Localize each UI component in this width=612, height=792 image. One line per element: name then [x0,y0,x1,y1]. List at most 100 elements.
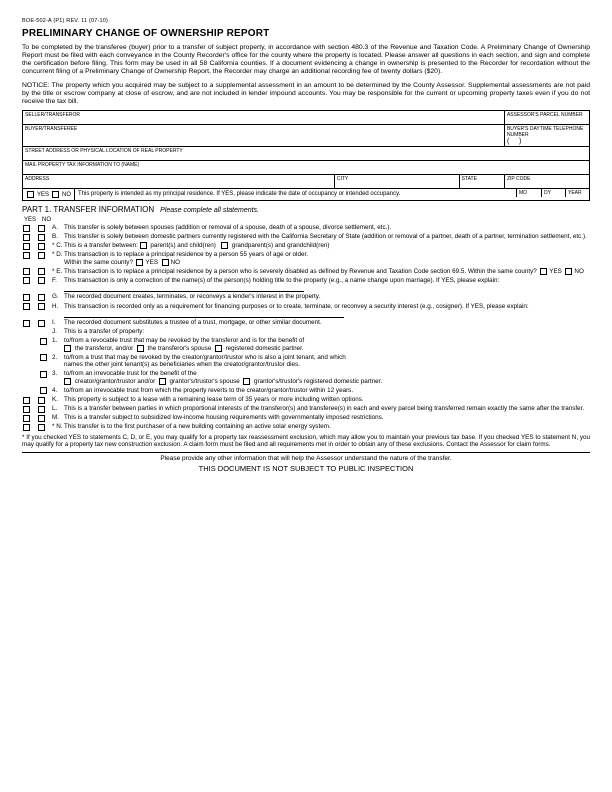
j3-c-cb[interactable] [243,378,250,385]
letter-j: J. [52,328,64,336]
item-g: G.The recorded document creates, termina… [22,293,590,301]
text-j4: to/from an irrevocable trust from which … [64,387,590,395]
h-yes[interactable] [23,303,30,310]
l-yes[interactable] [23,406,30,413]
c-no[interactable] [38,243,45,250]
h-no[interactable] [38,303,45,310]
phone-paren: ( ) [507,138,521,145]
n-no[interactable] [38,424,45,431]
l-no[interactable] [38,406,45,413]
state-label: STATE [462,176,502,182]
text-l: This is a transfer between parties in wh… [64,405,590,413]
footer-bold: THIS DOCUMENT IS NOT SUBJECT TO PUBLIC I… [22,464,590,473]
item-j1: 1.to/from a revocable trust that may be … [22,337,590,352]
num-j1: 1. [52,337,64,345]
item-j3: 3.to/from an irrevocable trust for the b… [22,370,590,385]
star-note: * If you checked YES to statements C, D,… [22,434,590,448]
f-no[interactable] [38,277,45,284]
k-yes[interactable] [23,397,30,404]
j4-cb[interactable] [40,387,47,394]
j2-cb[interactable] [40,354,47,361]
d-no[interactable] [38,252,45,259]
a-yes[interactable] [23,225,30,232]
m-no[interactable] [38,415,45,422]
b-no[interactable] [38,234,45,241]
footer-line: Please provide any other information tha… [22,452,590,462]
item-j2: 2.to/from a trust that may be revoked by… [22,354,590,369]
g-yes[interactable] [23,294,30,301]
e-same-no[interactable] [565,268,572,275]
notice-paragraph: NOTICE: The property which you acquired … [22,82,590,106]
d-yes[interactable] [23,252,30,259]
d-same-yes[interactable] [136,259,143,266]
f-line[interactable] [64,291,304,292]
mail-label: MAIL PROPERTY TAX INFORMATION TO (NAME) [25,162,587,168]
a-no[interactable] [38,225,45,232]
yes-label: YES [37,192,49,198]
text-j3: to/from an irrevocable trust for the ben… [64,370,590,385]
item-b: B.This transfer is solely between domest… [22,233,590,241]
address-label: ADDRESS [25,176,332,182]
j1-a-cb[interactable] [64,345,71,352]
item-i: I.The recorded document substitutes a tr… [22,319,590,327]
text-d: This transaction is to replace a princip… [64,251,590,266]
num-j3: 3. [52,370,64,378]
i-yes[interactable] [23,320,30,327]
yn-header: YESNO [24,217,590,223]
zip-label: ZIP CODE [507,176,587,182]
item-j4: 4.to/from an irrevocable trust from whic… [22,387,590,395]
text-b: This transfer is solely between domestic… [64,233,590,241]
j3-cb[interactable] [40,371,47,378]
item-h: H.This transaction is recorded only as a… [22,303,590,318]
g-no[interactable] [38,294,45,301]
mo-label: MO [517,189,541,197]
letter-n: * N. [52,423,64,431]
item-c: * C.This is a transfer between: parent(s… [22,242,590,250]
e-no[interactable] [38,268,45,275]
text-g: The recorded document creates, terminate… [64,293,590,301]
dy-label: DY [541,189,565,197]
n-yes[interactable] [23,424,30,431]
e-yes[interactable] [23,268,30,275]
letter-f: F. [52,277,64,285]
j3-a-cb[interactable] [64,378,71,385]
letter-i: I. [52,319,64,327]
text-c: This is a transfer between: parent(s) an… [64,242,590,250]
d-same-no[interactable] [162,259,169,266]
i-no[interactable] [38,320,45,327]
year-label: YEAR [565,189,589,197]
letter-g: G. [52,293,64,301]
item-m: M.This is a transfer subject to subsidiz… [22,414,590,422]
residence-no-checkbox[interactable] [52,191,59,198]
j1-b-cb[interactable] [137,345,144,352]
phone-label: BUYER'S DAYTIME TELEPHONE NUMBER [507,126,587,138]
c-grand-cb[interactable] [221,242,228,249]
letter-h: H. [52,303,64,311]
residence-text: This property is intended as my principa… [75,189,516,199]
item-d: * D.This transaction is to replace a pri… [22,251,590,266]
report-title: PRELIMINARY CHANGE OF OWNERSHIP REPORT [22,28,590,39]
c-parent-cb[interactable] [140,242,147,249]
item-a: A.This transfer is solely between spouse… [22,224,590,232]
buyer-label: BUYER/TRANSFEREE [25,126,502,132]
j1-cb[interactable] [40,338,47,345]
text-j: This is a transfer of property: [64,328,590,336]
m-yes[interactable] [23,415,30,422]
f-yes[interactable] [23,277,30,284]
residence-yes-checkbox[interactable] [27,191,34,198]
seller-label: SELLER/TRANSFEROR [25,112,502,118]
j1-c-cb[interactable] [215,345,222,352]
letter-a: A. [52,224,64,232]
e-same-yes[interactable] [540,268,547,275]
letter-k: K. [52,396,64,404]
text-n: This transfer is to the first purchaser … [64,423,590,431]
text-i: The recorded document substitutes a trus… [64,319,590,327]
c-yes[interactable] [23,243,30,250]
letter-m: M. [52,414,64,422]
k-no[interactable] [38,397,45,404]
j3-b-cb[interactable] [159,378,166,385]
no-label: NO [62,192,71,198]
h-line[interactable] [64,317,344,318]
item-e: * E.This transaction is to replace a pri… [22,268,590,276]
b-yes[interactable] [23,234,30,241]
